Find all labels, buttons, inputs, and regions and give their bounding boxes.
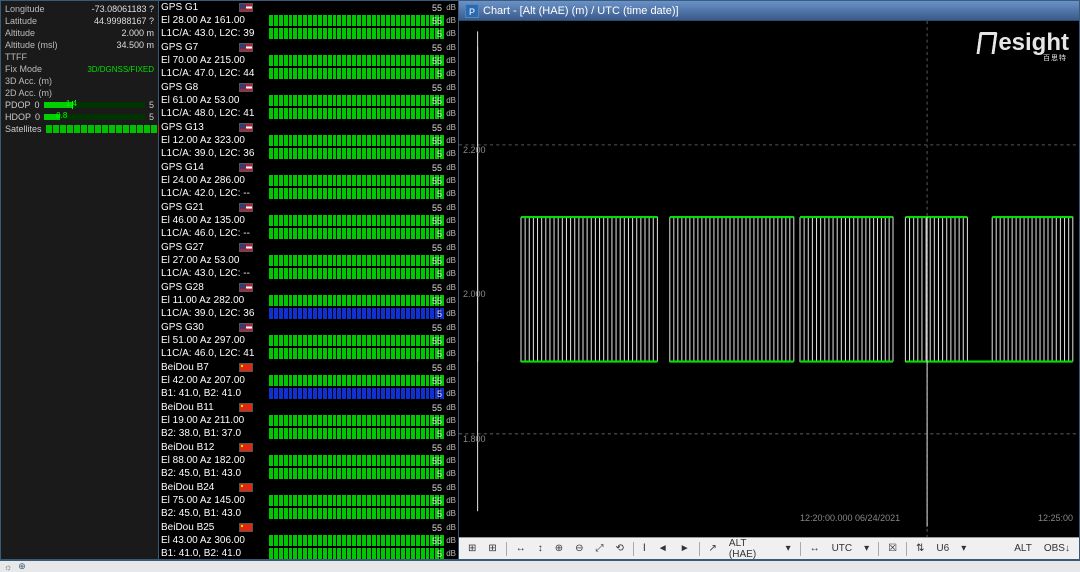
flag-icon	[239, 123, 253, 132]
toolbar-button[interactable]: ▾	[956, 541, 971, 556]
toolbar-button[interactable]: ⤢	[591, 541, 609, 556]
chart-ytick: 2.000	[463, 289, 486, 299]
hdop-bar: 0.8	[44, 114, 145, 120]
chart-title-text: Chart - [Alt (HAE) (m) / UTC (time date)…	[483, 5, 679, 17]
toolbar-button[interactable]: ⇅	[911, 541, 929, 556]
toolbar-button[interactable]: OBS↓	[1039, 541, 1075, 556]
status-row: 3D Acc. (m)	[5, 75, 154, 87]
satellite-block[interactable]: BeiDou B755dBEl 42.00 Az 207.0055dBB1: 4…	[159, 361, 458, 401]
chart-ytick: 2.200	[463, 145, 486, 155]
chart-icon: P	[465, 4, 479, 18]
toolbar-button[interactable]: U6	[931, 541, 954, 556]
toolbar-button[interactable]	[985, 547, 995, 551]
flag-icon	[239, 483, 253, 492]
status-row: Altitude2.000 m	[5, 27, 154, 39]
flag-icon	[239, 323, 253, 332]
toolbar-button[interactable]: ⊞	[483, 541, 501, 556]
satellite-block[interactable]: GPS G155dBEl 28.00 Az 161.0055dBL1C/A: 4…	[159, 1, 458, 41]
satellite-block[interactable]: BeiDou B1255dBEl 88.00 Az 182.0055dBB2: …	[159, 441, 458, 481]
satellite-block[interactable]: GPS G1455dBEl 24.00 Az 286.0055dBL1C/A: …	[159, 161, 458, 201]
flag-icon	[239, 163, 253, 172]
flag-icon	[239, 83, 253, 92]
flag-icon	[239, 43, 253, 52]
satellite-panel: GPS G155dBEl 28.00 Az 161.0055dBL1C/A: 4…	[159, 1, 459, 559]
statusbar: ☼⊕	[0, 560, 1080, 572]
toolbar-button[interactable]: ⊞	[463, 541, 481, 556]
toolbar-button[interactable]: ↕	[533, 541, 548, 556]
toolbar-button[interactable]	[973, 547, 983, 551]
flag-icon	[239, 523, 253, 532]
satellite-block[interactable]: GPS G1355dBEl 12.00 Az 323.0055dBL1C/A: …	[159, 121, 458, 161]
status-row: TTFF	[5, 51, 154, 63]
chart-x-label-right: 12:25:00	[1038, 513, 1073, 523]
chart-ytick: 1.800	[463, 434, 486, 444]
toolbar-button[interactable]: ▾	[859, 541, 874, 556]
chart-titlebar[interactable]: P Chart - [Alt (HAE) (m) / UTC (time dat…	[459, 1, 1079, 21]
status-row: 2D Acc. (m)	[5, 87, 154, 99]
satellite-block[interactable]: GPS G3055dBEl 51.00 Az 297.0055dBL1C/A: …	[159, 321, 458, 361]
pdop-label: PDOP	[5, 100, 31, 110]
flag-icon	[239, 203, 253, 212]
status-row: Longitude-73.08061183 ?	[5, 3, 154, 15]
toolbar-button[interactable]: UTC	[827, 541, 858, 556]
satellite-block[interactable]: GPS G755dBEl 70.00 Az 215.0055dBL1C/A: 4…	[159, 41, 458, 81]
flag-icon	[239, 3, 253, 12]
toolbar-button[interactable]: ↗	[704, 541, 722, 556]
pdop-row: PDOP 0 1.4 5	[5, 99, 154, 111]
chart-panel: P Chart - [Alt (HAE) (m) / UTC (time dat…	[459, 1, 1079, 559]
toolbar-button[interactable]: Ⅰ	[638, 541, 651, 556]
flag-icon	[239, 443, 253, 452]
status-row: Latitude44.99988167 ?	[5, 15, 154, 27]
satellites-row: Satellites	[5, 123, 154, 135]
status-row: Fix Mode3D/DGNSS/FIXED	[5, 63, 154, 75]
toolbar-button[interactable]: ALT (HAE)	[724, 536, 779, 562]
toolbar-button[interactable]: ↔	[805, 541, 825, 556]
satellite-block[interactable]: GPS G2155dBEl 46.00 Az 135.0055dBL1C/A: …	[159, 201, 458, 241]
satellite-block[interactable]: GPS G2755dBEl 27.00 Az 53.0055dBL1C/A: 4…	[159, 241, 458, 281]
toolbar-button[interactable]	[997, 547, 1007, 551]
toolbar-button[interactable]: ▾	[781, 541, 796, 556]
satellite-list[interactable]: GPS G155dBEl 28.00 Az 161.0055dBL1C/A: 4…	[159, 1, 458, 559]
app-root: Longitude-73.08061183 ?Latitude44.999881…	[0, 0, 1080, 560]
satellite-block[interactable]: BeiDou B2455dBEl 75.00 Az 145.0055dBB2: …	[159, 481, 458, 521]
flag-icon	[239, 363, 253, 372]
toolbar-button[interactable]: ◄	[653, 541, 673, 556]
satellite-block[interactable]: BeiDou B2555dBEl 43.00 Az 306.0055dBB1: …	[159, 521, 458, 559]
chart-toolbar[interactable]: ⊞⊞↔↕⊕⊖⤢⟲Ⅰ◄►↗ALT (HAE)▾↔UTC▾☒⇅U6▾ALTOBS↓	[459, 537, 1079, 559]
satellite-block[interactable]: GPS G855dBEl 61.00 Az 53.0055dBL1C/A: 48…	[159, 81, 458, 121]
flag-icon	[239, 283, 253, 292]
hdop-row: HDOP 0 0.8 5	[5, 111, 154, 123]
toolbar-button[interactable]: ⊕	[550, 541, 568, 556]
satellite-block[interactable]: GPS G2855dBEl 11.00 Az 282.0055dBL1C/A: …	[159, 281, 458, 321]
status-panel: Longitude-73.08061183 ?Latitude44.999881…	[1, 1, 159, 559]
satellites-cells	[46, 125, 171, 133]
toolbar-button[interactable]: ☒	[883, 541, 902, 556]
toolbar-button[interactable]: ►	[675, 541, 695, 556]
toolbar-button[interactable]: ↔	[511, 541, 531, 556]
satellite-block[interactable]: BeiDou B1155dBEl 19.00 Az 211.0055dBB2: …	[159, 401, 458, 441]
toolbar-button[interactable]: ⊖	[570, 541, 588, 556]
toolbar-button[interactable]: ⟲	[611, 541, 629, 556]
flag-icon	[239, 243, 253, 252]
chart-body[interactable]: 2.2002.0001.800 12:20:00.000 06/24/2021 …	[459, 21, 1079, 537]
pdop-bar: 1.4	[44, 102, 145, 108]
status-row: Altitude (msl)34.500 m	[5, 39, 154, 51]
hdop-label: HDOP	[5, 112, 31, 122]
toolbar-button[interactable]: ALT	[1009, 541, 1037, 556]
flag-icon	[239, 403, 253, 412]
chart-x-label: 12:20:00.000 06/24/2021	[800, 513, 900, 523]
